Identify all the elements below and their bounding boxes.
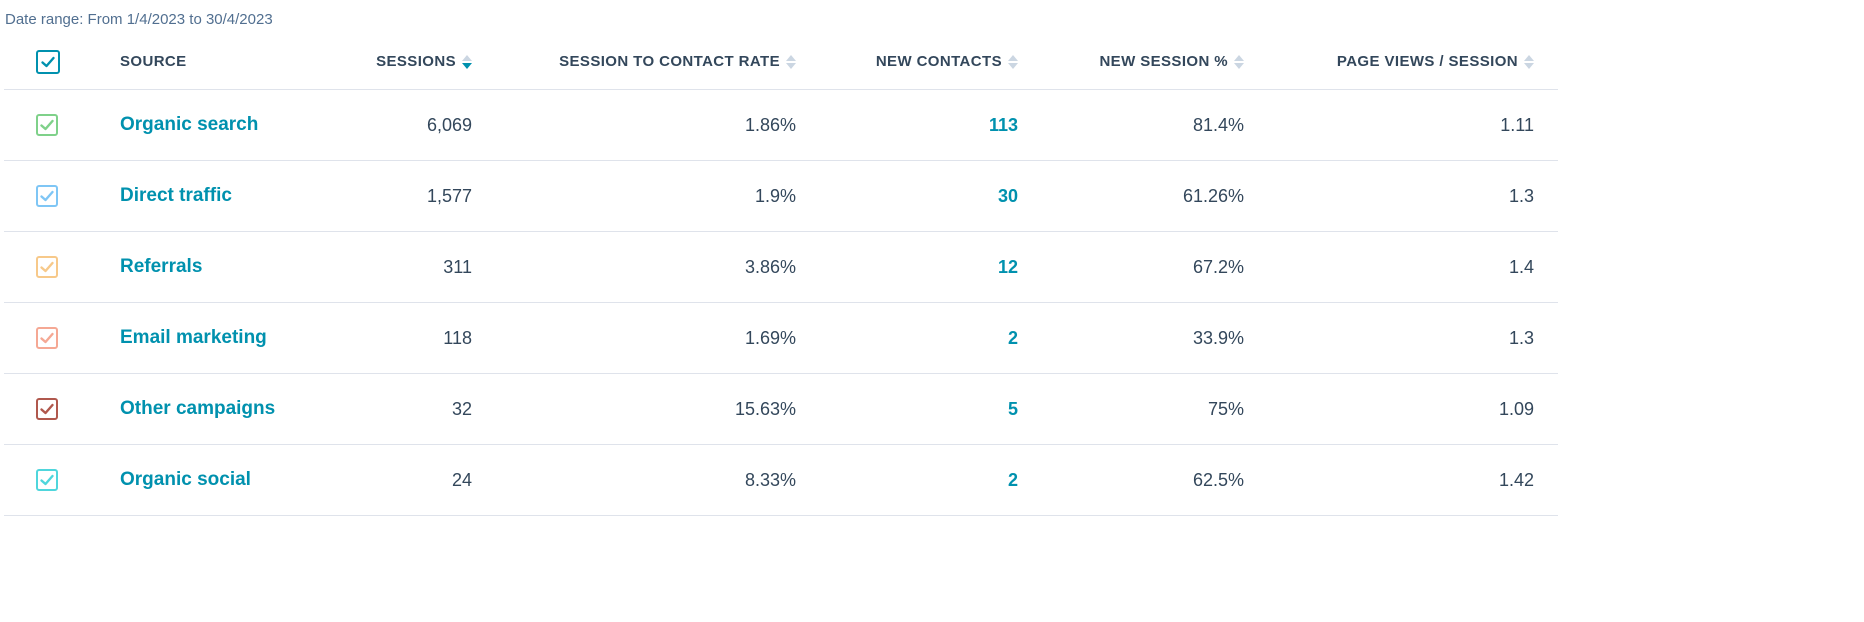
table-row: Other campaigns 32 15.63% 5 75% 1.09 [4,374,1558,445]
new-session-percent-value: 33.9% [1192,327,1244,348]
source-link[interactable]: Email marketing [120,327,267,348]
new-contacts-link[interactable]: 113 [988,114,1018,135]
row-checkbox[interactable] [36,398,58,420]
session-to-contact-rate-value: 1.69% [744,327,796,348]
sessions-value: 118 [443,327,472,348]
new-contacts-link[interactable]: 30 [997,185,1018,206]
page-views-per-session-value: 1.3 [1508,327,1534,348]
session-to-contact-rate-value: 15.63% [734,398,796,419]
column-header-page-views-per-session[interactable]: PAGE VIEWS / SESSION [1274,34,1534,89]
checkmark-icon [40,403,54,415]
sort-icon[interactable] [1234,54,1244,69]
sort-icon[interactable] [462,54,472,69]
row-checkbox[interactable] [36,256,58,278]
new-session-percent-value: 75% [1207,398,1244,419]
checkmark-icon [40,119,54,131]
session-to-contact-rate-value: 1.86% [744,114,796,135]
new-session-percent-value: 62.5% [1192,469,1244,490]
sessions-value: 1,577 [426,185,472,206]
session-to-contact-rate-value: 1.9% [754,185,796,206]
new-contacts-link[interactable]: 2 [1007,327,1018,348]
page-views-per-session-value: 1.3 [1508,185,1534,206]
sessions-value: 24 [451,469,472,490]
column-header-source: SOURCE [120,53,187,70]
select-all-cell[interactable] [36,34,64,89]
sort-icon[interactable] [1524,54,1534,69]
source-link[interactable]: Organic social [120,469,251,490]
source-link[interactable]: Organic search [120,114,259,135]
column-header-session-to-contact-rate[interactable]: SESSION TO CONTACT RATE [524,34,796,89]
page-views-per-session-value: 1.42 [1498,469,1534,490]
sources-table: SOURCE SESSIONS SESSION TO CONTACT RATE … [4,34,1558,516]
row-checkbox[interactable] [36,114,58,136]
page-views-per-session-value: 1.09 [1498,398,1534,419]
table-header: SOURCE SESSIONS SESSION TO CONTACT RATE … [4,34,1558,90]
checkmark-icon [40,261,54,273]
table-row: Organic social 24 8.33% 2 62.5% 1.42 [4,445,1558,516]
table-row: Direct traffic 1,577 1.9% 30 61.26% 1.3 [4,161,1558,232]
table-row: Referrals 311 3.86% 12 67.2% 1.4 [4,232,1558,303]
source-link[interactable]: Other campaigns [120,398,276,419]
new-session-percent-value: 61.26% [1182,185,1244,206]
table-row: Email marketing 118 1.69% 2 33.9% 1.3 [4,303,1558,374]
session-to-contact-rate-value: 8.33% [744,469,796,490]
sort-icon[interactable] [786,54,796,69]
row-checkbox[interactable] [36,327,58,349]
sort-icon[interactable] [1008,54,1018,69]
source-link[interactable]: Direct traffic [120,185,232,206]
checkmark-icon [40,190,54,202]
checkmark-icon [40,474,54,486]
page-views-per-session-value: 1.4 [1508,256,1534,277]
row-checkbox[interactable] [36,185,58,207]
column-header-sessions[interactable]: SESSIONS [304,34,472,89]
table-body: Organic search 6,069 1.86% 113 81.4% 1.1… [4,90,1558,516]
sessions-value: 32 [451,398,472,419]
select-all-checkbox[interactable] [36,49,60,74]
row-checkbox[interactable] [36,469,58,491]
table-row: Organic search 6,069 1.86% 113 81.4% 1.1… [4,90,1558,161]
date-range-label: Date range: From 1/4/2023 to 30/4/2023 [5,11,273,28]
source-link[interactable]: Referrals [120,256,203,277]
sessions-value: 311 [443,256,472,277]
new-contacts-link[interactable]: 5 [1007,398,1018,419]
checkmark-icon [40,332,54,344]
column-header-new-contacts[interactable]: NEW CONTACTS [824,34,1018,89]
session-to-contact-rate-value: 3.86% [744,256,796,277]
checkmark-icon [41,56,55,67]
new-contacts-link[interactable]: 2 [1007,469,1018,490]
new-session-percent-value: 81.4% [1192,114,1244,135]
new-session-percent-value: 67.2% [1192,256,1244,277]
page-views-per-session-value: 1.11 [1500,114,1534,135]
sessions-value: 6,069 [426,114,472,135]
column-header-new-session-percent[interactable]: NEW SESSION % [1044,34,1244,89]
new-contacts-link[interactable]: 12 [997,256,1018,277]
